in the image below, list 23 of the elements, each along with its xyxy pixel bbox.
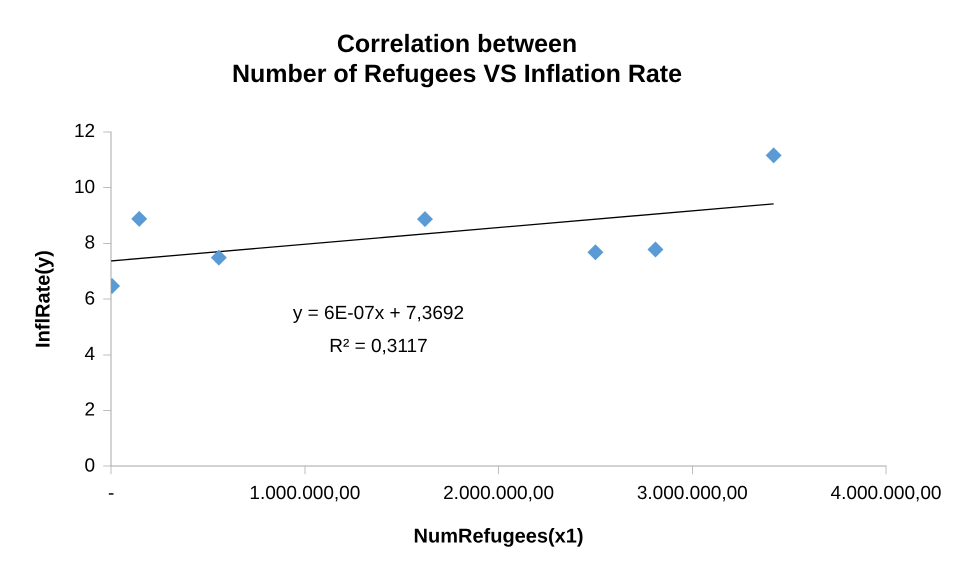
y-axis-title: InflRate(y): [32, 250, 55, 348]
point: [587, 244, 604, 260]
y-tick-label: 12: [74, 121, 96, 142]
x-tick-label: 2.000.000,00: [443, 482, 554, 504]
y-tick-label: 10: [74, 176, 96, 198]
x-axis-title: NumRefugees(x1): [414, 526, 584, 548]
y-tick-label: 6: [84, 288, 96, 310]
point: [766, 147, 782, 164]
x-tick-label: 3.000.000,00: [636, 482, 748, 504]
y-tick-label: 2: [84, 400, 96, 421]
x-tick-label: 1.000.000,00: [249, 482, 360, 504]
annotation: y = 6E-07x + 7,3692: [292, 303, 464, 324]
chart-title: Correlation between Number of Refugees VS Inflation Rate: [232, 30, 682, 88]
y-tick-label: 0: [84, 455, 96, 476]
point: [647, 242, 664, 258]
point: [416, 211, 433, 228]
y-tick-label: 8: [84, 232, 96, 254]
x-tick-label: 4.000.000,00: [830, 482, 942, 504]
y-tick-label: 4: [84, 344, 96, 366]
x-tick-label: -: [108, 482, 114, 504]
point: [131, 210, 148, 227]
point: [210, 250, 227, 266]
annotation: R² = 0,3117: [329, 336, 428, 358]
